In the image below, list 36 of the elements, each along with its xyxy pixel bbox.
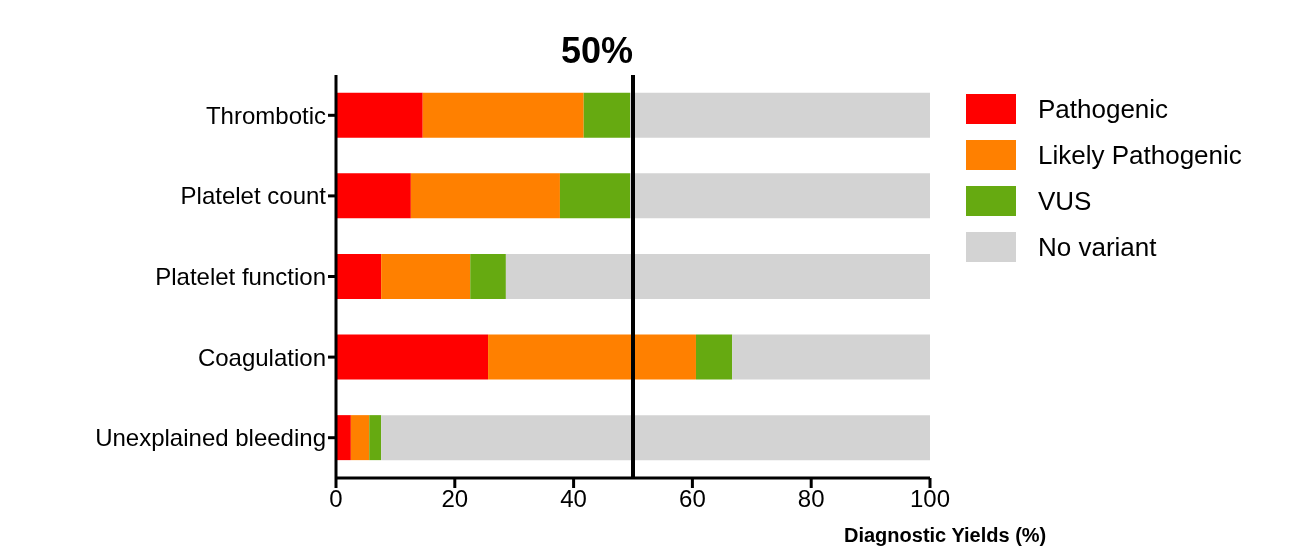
bar bbox=[488, 334, 696, 380]
bar bbox=[369, 415, 382, 461]
bar bbox=[336, 253, 382, 299]
y-tick-label: Thrombotic bbox=[205, 101, 326, 129]
x-tick-label: 60 bbox=[679, 485, 706, 513]
x-tick-label: 40 bbox=[560, 485, 587, 513]
bar bbox=[410, 173, 560, 219]
bar bbox=[422, 92, 584, 138]
bar bbox=[583, 92, 631, 138]
y-tick-label: Unexplained bleeding bbox=[95, 424, 326, 452]
x-tick-label: 80 bbox=[797, 485, 825, 513]
x-tick-label: 100 bbox=[909, 485, 951, 513]
y-tick-label: Platelet count bbox=[180, 182, 327, 210]
bar bbox=[381, 415, 930, 461]
legend-label: Pathogenic bbox=[1038, 93, 1169, 125]
bar bbox=[350, 415, 370, 461]
legend-label: No variant bbox=[1038, 231, 1157, 263]
y-tick-label: Platelet function bbox=[155, 263, 326, 291]
bar bbox=[505, 253, 930, 299]
bar bbox=[695, 334, 733, 380]
bar bbox=[732, 334, 930, 380]
bar bbox=[630, 92, 930, 138]
bar bbox=[336, 173, 411, 219]
x-tick-label: 20 bbox=[441, 485, 469, 513]
ref-line-label: 50% bbox=[560, 30, 633, 71]
bar bbox=[336, 334, 489, 380]
bar bbox=[336, 92, 423, 138]
x-axis-title: Diagnostic Yields (%) bbox=[844, 524, 1047, 547]
bar bbox=[630, 173, 930, 219]
bar bbox=[470, 253, 506, 299]
bar bbox=[381, 253, 471, 299]
bar bbox=[559, 173, 631, 219]
x-tick-label: 0 bbox=[329, 485, 343, 513]
legend-label: Likely Pathogenic bbox=[1038, 139, 1242, 171]
y-tick-label: Coagulation bbox=[197, 343, 326, 371]
legend-label: VUS bbox=[1038, 185, 1092, 217]
